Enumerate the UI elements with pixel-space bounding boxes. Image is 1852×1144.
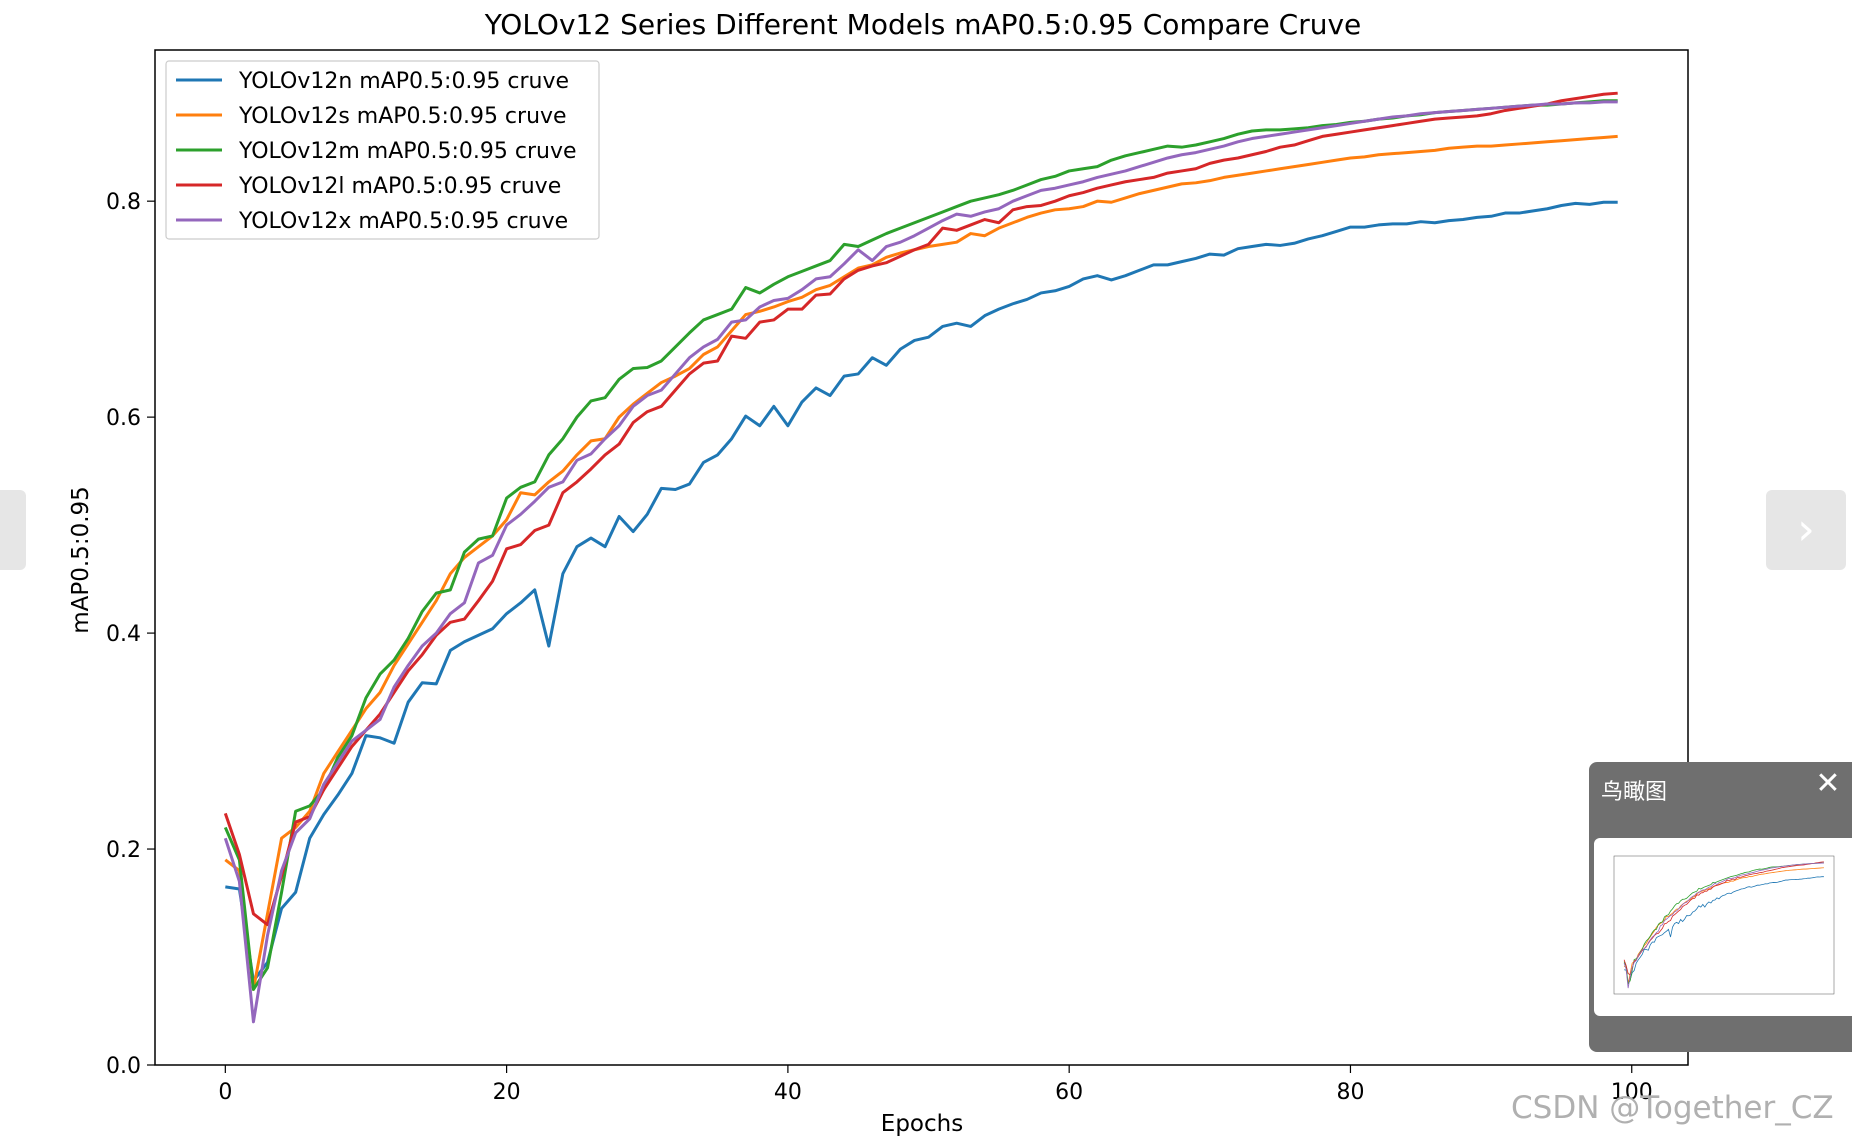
thumb-series-line [1623, 867, 1824, 984]
watermark: CSDN @Together_CZ [1511, 1090, 1834, 1126]
y-tick-label: 0.0 [106, 1054, 141, 1079]
chevron-right-icon[interactable]: › [1766, 490, 1846, 570]
x-tick-label: 0 [218, 1080, 232, 1105]
series-line [223, 91, 1618, 927]
chevron-right-glyph: › [1797, 504, 1815, 555]
x-tick-label: 80 [1336, 1080, 1364, 1105]
overview-panel[interactable]: 鸟瞰图 ✕ [1589, 762, 1852, 1052]
series-line [224, 134, 1618, 991]
legend: YOLOv12n mAP0.5:0.95 cruve YOLOv12s mAP0.… [165, 60, 600, 240]
close-icon[interactable]: ✕ [1815, 766, 1841, 801]
y-tick-label: 0.4 [106, 622, 141, 647]
y-axis-label: mAP0.5:0.95 [68, 486, 94, 634]
overview-title: 鸟瞰图 [1601, 780, 1668, 805]
thumb-series-line [1624, 876, 1824, 984]
overview-thumbnail[interactable] [1594, 838, 1852, 1016]
y-tick-label: 0.8 [106, 190, 141, 215]
chart-title: YOLOv12 Series Different Models mAP0.5:0… [484, 8, 1362, 41]
x-tick-label: 20 [493, 1080, 521, 1105]
y-axis-ticks: 0.0 0.2 0.4 0.6 0.8 [106, 190, 155, 1079]
x-axis-label: Epochs [881, 1111, 963, 1137]
thumb-series-line [1623, 861, 1824, 976]
chevron-left-icon[interactable] [0, 490, 26, 570]
x-tick-label: 60 [1055, 1080, 1083, 1105]
y-tick-label: 0.6 [106, 406, 141, 431]
thumbnail-chart [1613, 855, 1835, 995]
legend-label: YOLOv12x mAP0.5:0.95 cruve [238, 209, 568, 234]
x-axis-ticks: 0 20 40 60 80 100 [218, 1065, 1653, 1105]
series-line [223, 100, 1618, 1024]
legend-label: YOLOv12s mAP0.5:0.95 cruve [238, 104, 567, 129]
x-tick-label: 100 [1611, 1080, 1653, 1105]
plot-frame [154, 49, 1689, 1066]
series-line [225, 200, 1618, 983]
thumb-frame [1613, 855, 1835, 995]
legend-label: YOLOv12l mAP0.5:0.95 cruve [238, 174, 561, 199]
series-lines [223, 91, 1618, 1024]
y-tick-label: 0.2 [106, 838, 141, 863]
thumb-series-line [1623, 862, 1824, 989]
legend-box [165, 60, 600, 240]
legend-label: YOLOv12n mAP0.5:0.95 cruve [238, 69, 569, 94]
legend-label: YOLOv12m mAP0.5:0.95 cruve [238, 139, 577, 164]
x-tick-label: 40 [774, 1080, 802, 1105]
